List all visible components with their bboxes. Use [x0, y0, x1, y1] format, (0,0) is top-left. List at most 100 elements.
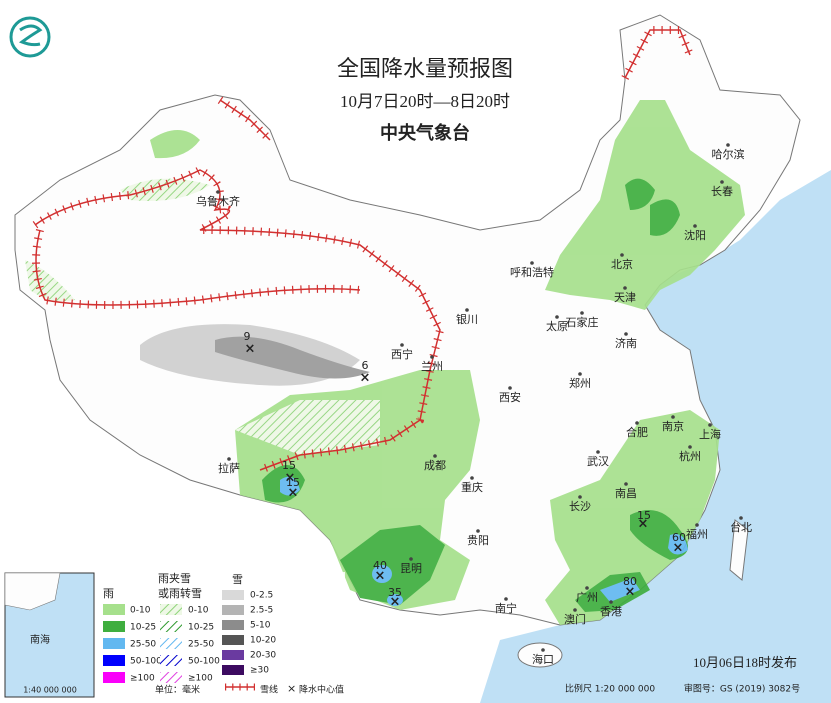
city-label: 上海 — [699, 427, 721, 441]
city-label: 兰州 — [421, 360, 443, 373]
city-dot — [624, 482, 628, 486]
city-label: 合肥 — [626, 425, 648, 439]
center-value: 60 — [672, 531, 686, 544]
legend-swatch — [222, 590, 244, 600]
logo — [9, 16, 51, 58]
center-mark: × — [390, 595, 401, 610]
city-dot — [541, 648, 545, 652]
city-dot — [596, 450, 600, 454]
city-label: 成都 — [424, 459, 446, 472]
city-label: 乌鲁木齐 — [196, 194, 240, 208]
city-dot — [573, 608, 577, 612]
legend-swatch — [222, 635, 244, 645]
legend-unit: 单位：毫米 — [155, 684, 200, 696]
city-dot — [216, 190, 220, 194]
legend-label: 10-25 — [188, 623, 214, 633]
city-label: 西宁 — [391, 347, 413, 361]
city-dot — [609, 600, 613, 604]
legend-label: 0-10 — [130, 606, 151, 616]
city-label: 贵阳 — [467, 534, 489, 547]
city-dot — [726, 143, 730, 147]
legend-sleet-title: 或雨转雪 — [158, 586, 202, 600]
city-label: 沈阳 — [684, 228, 706, 242]
scale: 比例尺 1:20 000 000 — [565, 683, 655, 695]
city-dot — [465, 308, 469, 312]
city-dot — [739, 516, 743, 520]
review-number: 审图号：GS (2019) 3082号 — [684, 683, 800, 695]
legend-swatch — [160, 672, 182, 683]
issued-time: 10月06日18时发布 — [693, 655, 797, 670]
legend-center: 降水中心值 — [299, 684, 344, 696]
center-mark: × — [375, 569, 386, 584]
city-label: 郑州 — [569, 376, 591, 390]
legend-label: 25-50 — [130, 640, 156, 650]
center-mark: × — [673, 541, 684, 556]
legend-swatch — [103, 604, 125, 615]
city-label: 香港 — [600, 605, 622, 618]
center-value: 9 — [244, 330, 251, 343]
city-label: 杭州 — [679, 449, 701, 463]
city-dot — [623, 286, 627, 290]
city-dot — [578, 372, 582, 376]
city-dot — [693, 224, 697, 228]
center-value: 6 — [362, 359, 369, 372]
city-label: 呼和浩特 — [510, 265, 554, 279]
issuer: 中央气象台 — [380, 122, 470, 144]
city-dot — [433, 454, 437, 458]
center-mark: × — [288, 486, 299, 501]
legend-swatch — [222, 650, 244, 660]
city-dot — [580, 311, 584, 315]
city-label: 广州 — [576, 591, 598, 604]
city-dot — [504, 597, 508, 601]
city-dot — [708, 423, 712, 427]
city-dot — [409, 557, 413, 561]
inset-map: 南海 1:40 000 000 — [4, 572, 95, 698]
city-label: 长春 — [711, 185, 733, 198]
city-label: 长沙 — [569, 500, 591, 513]
city-label: 哈尔滨 — [712, 147, 745, 161]
city-label: 福州 — [686, 527, 708, 541]
legend-swatch — [222, 605, 244, 615]
center-value: 15 — [286, 476, 300, 489]
city-label: 南宁 — [495, 601, 517, 615]
city-dot — [400, 343, 404, 347]
legend-swatch — [103, 655, 125, 666]
legend-swatch — [222, 665, 244, 675]
time-range: 10月7日20时—8日20时 — [340, 92, 510, 111]
legend-label: 5-10 — [250, 621, 271, 631]
city-dot — [671, 415, 675, 419]
city-dot — [578, 495, 582, 499]
legend-label: ≥30 — [250, 666, 269, 676]
legend-label: 50-100 — [188, 657, 220, 667]
legend-swatch — [222, 620, 244, 630]
legend-swatch — [160, 621, 182, 632]
legend-label: 0-10 — [188, 606, 209, 616]
city-label: 天津 — [614, 291, 636, 304]
legend-label: 25-50 — [188, 640, 214, 650]
precipitation-areas — [25, 100, 745, 625]
city-label: 武汉 — [587, 455, 609, 468]
city-dot — [530, 261, 534, 265]
city-label: 银川 — [456, 312, 478, 326]
city-dot — [635, 421, 639, 425]
title: 全国降水量预报图 — [337, 57, 513, 82]
city-label: 拉萨 — [218, 461, 240, 475]
legend-swatch — [160, 638, 182, 649]
city-dot — [624, 332, 628, 336]
city-label: 昆明 — [400, 562, 422, 575]
city-label: 太原 — [546, 320, 568, 333]
center-symbol: × — [287, 682, 296, 695]
center-value: 80 — [623, 575, 637, 588]
city-label: 南昌 — [615, 487, 637, 500]
center-mark: × — [245, 342, 256, 357]
city-dot — [227, 457, 231, 461]
legend-snow-line: 雪线 — [260, 684, 278, 696]
city-label: 重庆 — [461, 480, 483, 494]
legend-label: 10-25 — [130, 623, 156, 633]
legend-swatch — [160, 655, 182, 666]
city-dot — [695, 523, 699, 527]
city-dot — [620, 253, 624, 257]
center-value: 35 — [388, 586, 402, 599]
city-label: 海口 — [532, 652, 554, 666]
